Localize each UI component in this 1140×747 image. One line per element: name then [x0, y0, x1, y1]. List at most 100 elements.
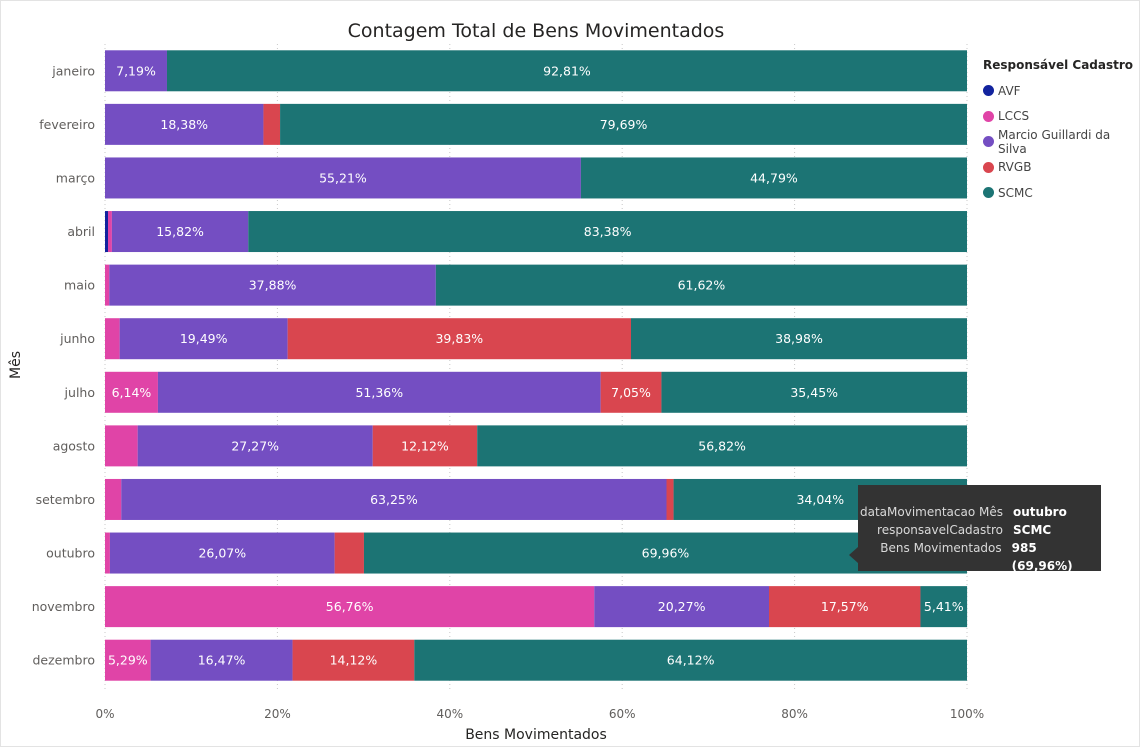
data-label: 7,05%: [611, 385, 651, 400]
y-tick-label: março: [56, 170, 95, 185]
bar-segment[interactable]: [414, 639, 967, 681]
data-label: 92,81%: [543, 63, 591, 78]
bar-segment[interactable]: [287, 318, 631, 360]
legend-marker: [983, 136, 994, 148]
bar-segment[interactable]: [105, 157, 581, 199]
bar-segment[interactable]: [666, 478, 674, 520]
bar-segment[interactable]: [105, 478, 122, 520]
x-tick-label: 0%: [95, 707, 114, 721]
data-label: 7,19%: [116, 63, 156, 78]
bar-segment[interactable]: [137, 425, 373, 467]
data-label: 34,04%: [796, 492, 844, 507]
bar-segment[interactable]: [105, 425, 138, 467]
bar-segment[interactable]: [105, 264, 110, 306]
bar-segment[interactable]: [166, 50, 968, 92]
bar-segment[interactable]: [111, 211, 249, 253]
bar-segment[interactable]: [580, 157, 967, 199]
bar-segment[interactable]: [920, 586, 968, 628]
data-label: 63,25%: [370, 492, 418, 507]
legend-label: LCCS: [998, 109, 1030, 124]
legend-item[interactable]: Marcio Guillardi da Silva: [983, 127, 1140, 156]
bar-segment[interactable]: [105, 318, 120, 360]
bar-segment[interactable]: [150, 639, 293, 681]
tooltip-row-bens: Bens Movimentados 985 (69,96%): [858, 539, 1101, 573]
data-label: 79,69%: [600, 117, 648, 132]
bar-segment[interactable]: [477, 425, 967, 467]
bar-segment[interactable]: [109, 264, 436, 306]
data-label: 14,12%: [330, 653, 378, 668]
x-tick-label: 20%: [264, 707, 291, 721]
y-tick-label: dezembro: [33, 653, 96, 668]
x-axis-title: Bens Movimentados: [465, 727, 607, 743]
bar-segment[interactable]: [157, 371, 601, 413]
legend-marker: [983, 110, 994, 122]
bar-segment[interactable]: [292, 639, 415, 681]
data-label: 20,27%: [658, 599, 706, 614]
data-label: 18,38%: [160, 117, 208, 132]
bar-segment[interactable]: [105, 532, 110, 574]
bar-segment[interactable]: [119, 318, 288, 360]
legend-label: Marcio Guillardi da Silva: [998, 127, 1111, 156]
y-tick-label: agosto: [53, 438, 95, 453]
data-label: 17,57%: [821, 599, 869, 614]
tooltip-value: 985 (69,96%): [1011, 541, 1073, 573]
bar-segment[interactable]: [121, 478, 667, 520]
tooltip-row-month: dataMovimentacao Mês outubro: [858, 503, 1101, 521]
bar-segment[interactable]: [105, 211, 109, 253]
data-label: 51,36%: [355, 385, 403, 400]
data-label: 15,82%: [156, 224, 204, 239]
legend-item[interactable]: LCCS: [983, 104, 1140, 130]
bar-segment[interactable]: [105, 371, 158, 413]
bar-segment[interactable]: [435, 264, 968, 306]
bar-segment[interactable]: [248, 211, 967, 253]
data-label: 56,76%: [326, 599, 374, 614]
x-tick-label: 80%: [781, 707, 808, 721]
data-label: 12,12%: [401, 438, 449, 453]
y-tick-label: abril: [67, 224, 95, 239]
tooltip-value: outubro: [1013, 505, 1067, 519]
tooltip-value: SCMC: [1013, 523, 1052, 537]
bar-segment[interactable]: [263, 103, 281, 145]
legend-item[interactable]: RVGB: [983, 155, 1140, 181]
data-label: 19,49%: [180, 331, 228, 346]
y-tick-label: outubro: [46, 546, 95, 561]
bar-segment[interactable]: [594, 586, 769, 628]
bar-segment[interactable]: [661, 371, 967, 413]
data-label: 69,96%: [642, 546, 690, 561]
y-tick-label: janeiro: [51, 63, 95, 78]
data-label: 44,79%: [750, 170, 798, 185]
legend-label: AVF: [998, 83, 1021, 98]
legend-marker: [983, 161, 994, 173]
data-label: 16,47%: [198, 653, 246, 668]
data-label: 61,62%: [678, 278, 726, 293]
bar-segment[interactable]: [108, 211, 112, 253]
bar-segment[interactable]: [105, 639, 151, 681]
legend-label: RVGB: [998, 160, 1032, 175]
bar-segment[interactable]: [105, 50, 167, 92]
bar-segment[interactable]: [630, 318, 967, 360]
bar-segment[interactable]: [105, 103, 264, 145]
tooltip-key: responsavelCadastro: [877, 523, 1003, 537]
data-label: 5,29%: [108, 653, 148, 668]
x-tick-label: 60%: [609, 707, 636, 721]
legend-item[interactable]: SCMC: [983, 180, 1140, 206]
bar-segment[interactable]: [105, 586, 595, 628]
data-label: 83,38%: [584, 224, 632, 239]
bar-segment[interactable]: [372, 425, 478, 467]
legend-item[interactable]: AVF: [983, 78, 1140, 104]
bar-segment[interactable]: [280, 103, 967, 145]
bar-segment[interactable]: [600, 371, 662, 413]
y-axis-title: Mês: [8, 351, 24, 379]
y-tick-label: maio: [64, 278, 95, 293]
data-label: 26,07%: [198, 546, 246, 561]
data-label: 55,21%: [319, 170, 367, 185]
legend-marker: [983, 85, 994, 97]
tooltip: dataMovimentacao Mês outubro responsavel…: [849, 485, 1101, 573]
bar-segment[interactable]: [109, 532, 335, 574]
data-label: 35,45%: [790, 385, 838, 400]
x-tick-label: 40%: [436, 707, 463, 721]
bar-segment[interactable]: [768, 586, 921, 628]
data-label: 38,98%: [775, 331, 823, 346]
bar-segment[interactable]: [334, 532, 364, 574]
